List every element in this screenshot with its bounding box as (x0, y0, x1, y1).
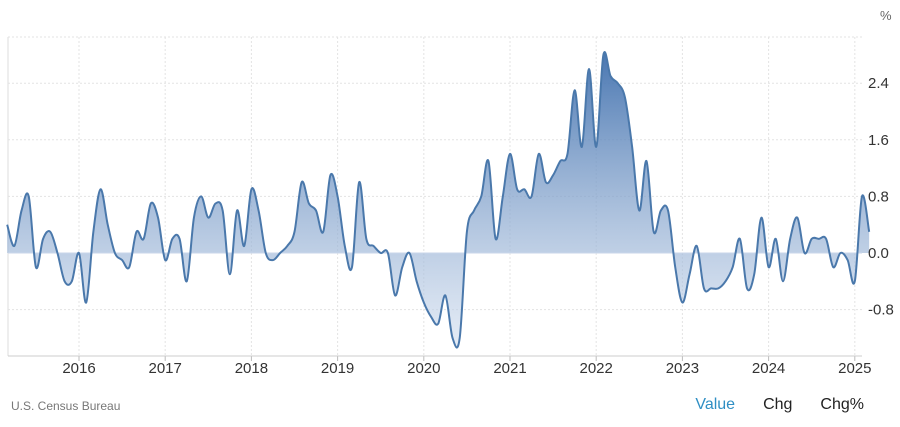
tab-chg-percent[interactable]: Chg% (820, 396, 864, 413)
x-tick-label: 2019 (321, 360, 354, 377)
x-tick-label: 2024 (752, 360, 785, 377)
x-tick-label: 2016 (62, 360, 95, 377)
x-tick-label: 2023 (666, 360, 699, 377)
series-line (6, 51, 871, 349)
series-area-fill (7, 52, 870, 348)
x-tick-label: 2020 (407, 360, 440, 377)
x-tick-label: 2021 (493, 360, 526, 377)
x-tick-label: 2025 (838, 360, 871, 377)
tab-value[interactable]: Value (695, 396, 736, 413)
y-tick-label: 1.6 (868, 132, 889, 149)
unit-label: % (880, 8, 892, 23)
tab-chg[interactable]: Chg (763, 396, 793, 413)
x-tick-label: 2017 (149, 360, 182, 377)
y-tick-label: 0.0 (868, 245, 889, 262)
y-tick-label: -0.8 (868, 302, 894, 319)
x-tick-label: 2022 (580, 360, 613, 377)
area-chart: 2.4 1.6 0.8 0.0 -0.8 2016 2017 2018 2019 2020 2021… (6, 8, 894, 377)
source-label: U.S. Census Bureau (11, 399, 121, 413)
y-tick-label: 0.8 (868, 188, 889, 205)
view-tabs: Value Chg Chg% (695, 396, 864, 414)
y-tick-label: 2.4 (868, 75, 889, 92)
x-tick-label: 2018 (235, 360, 268, 377)
